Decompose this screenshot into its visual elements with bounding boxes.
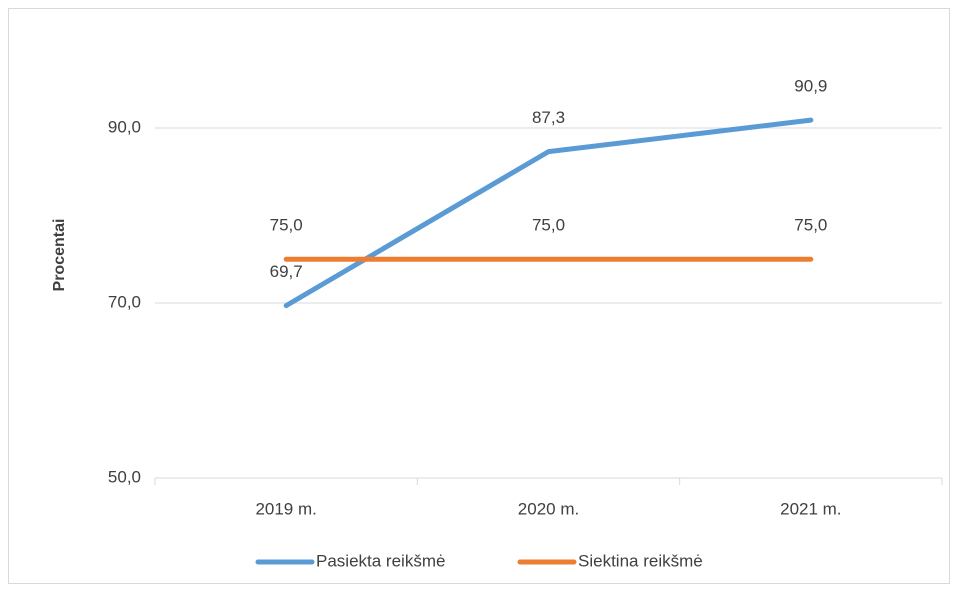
y-axis-label: Procentai: [51, 219, 68, 292]
x-tick-label: 2019 m.: [255, 499, 316, 518]
data-label: 69,7: [270, 262, 303, 281]
y-tick-label: 70,0: [108, 292, 141, 311]
legend-label: Siektina reikšmė: [578, 551, 703, 570]
data-label: 75,0: [532, 216, 565, 235]
y-tick-label: 50,0: [108, 467, 141, 486]
legend-label: Pasiekta reikšmė: [316, 551, 445, 570]
x-tick-label: 2020 m.: [518, 499, 579, 518]
data-label: 75,0: [794, 216, 827, 235]
x-tick-label: 2021 m.: [780, 499, 841, 518]
data-label: 75,0: [270, 216, 303, 235]
y-tick-label: 90,0: [108, 117, 141, 136]
series-line: [283, 117, 814, 309]
data-label: 90,9: [794, 77, 827, 96]
chart-border: [8, 8, 950, 584]
data-label: 87,3: [532, 108, 565, 127]
